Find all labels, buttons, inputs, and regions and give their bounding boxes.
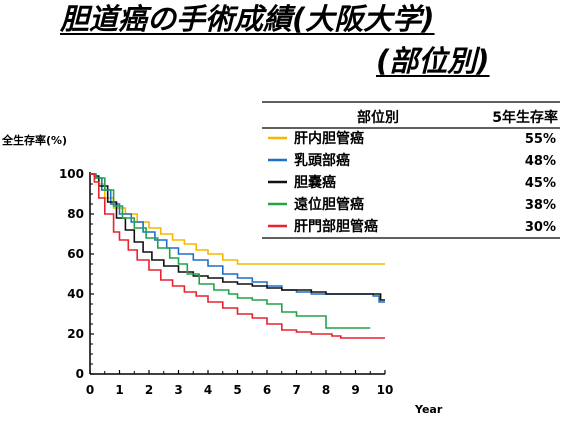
legend-series-value: 30% xyxy=(525,220,556,235)
x-tick-label: 5 xyxy=(233,383,241,397)
x-tick-label: 2 xyxy=(145,383,153,397)
y-tick-label: 60 xyxy=(67,247,84,261)
x-tick-label: 7 xyxy=(292,383,300,397)
legend-series-value: 45% xyxy=(525,176,556,191)
x-tick-label: 8 xyxy=(322,383,330,397)
legend-header-survival: 5年生存率 xyxy=(492,109,558,126)
x-tick-label: 1 xyxy=(115,383,123,397)
legend-series-name: 肝内胆管癌 xyxy=(294,130,364,147)
survival-curves xyxy=(90,173,385,339)
y-ticks: 0 20 40 60 80 100 xyxy=(59,167,94,381)
y-tick-label: 20 xyxy=(67,327,84,341)
page-title: 胆道癌の手術成績(大阪大学) xyxy=(60,2,435,36)
legend-series-name: 胆嚢癌 xyxy=(294,174,336,191)
legend-header-site: 部位別 xyxy=(357,109,399,126)
survival-curve-1 xyxy=(90,173,385,265)
survival-curve-3 xyxy=(90,173,385,301)
survival-curve-2 xyxy=(90,173,385,303)
survival-curve-5 xyxy=(90,173,385,339)
y-tick-label: 40 xyxy=(67,287,84,301)
y-tick-label: 80 xyxy=(67,207,84,221)
x-axis-label: Year xyxy=(414,403,443,416)
x-tick-label: 3 xyxy=(174,383,182,397)
legend-series-name: 肝門部胆管癌 xyxy=(294,218,378,235)
x-ticks: 0 1 2 3 4 5 6 7 8 9 10 xyxy=(86,370,394,397)
x-tick-label: 6 xyxy=(263,383,271,397)
y-tick-label: 100 xyxy=(59,167,84,181)
y-axis-label: 全生存率(%) xyxy=(1,133,67,147)
legend-series-value: 55% xyxy=(525,132,556,147)
legend: 部位別 5年生存率 肝内胆管癌 55%乳頭部癌 48%胆嚢癌 45%遠位胆管癌 38%肝… xyxy=(262,101,560,239)
legend-rows: 肝内胆管癌 55% 乳頭部癌 48% 胆嚢癌 45% 遠位胆管癌 38% 肝門部胆管癌 30% xyxy=(262,130,560,239)
page-subtitle: (部位別) xyxy=(376,44,490,78)
legend-series-name: 乳頭部癌 xyxy=(294,152,350,169)
y-tick-label: 0 xyxy=(76,367,84,381)
x-tick-label: 9 xyxy=(351,383,359,397)
survival-curve-4 xyxy=(90,173,371,329)
x-tick-label: 10 xyxy=(377,383,394,397)
legend-series-value: 48% xyxy=(525,154,556,169)
x-tick-label: 4 xyxy=(204,383,212,397)
legend-series-name: 遠位胆管癌 xyxy=(294,196,364,213)
x-tick-label: 0 xyxy=(86,383,94,397)
legend-series-value: 38% xyxy=(525,198,556,213)
